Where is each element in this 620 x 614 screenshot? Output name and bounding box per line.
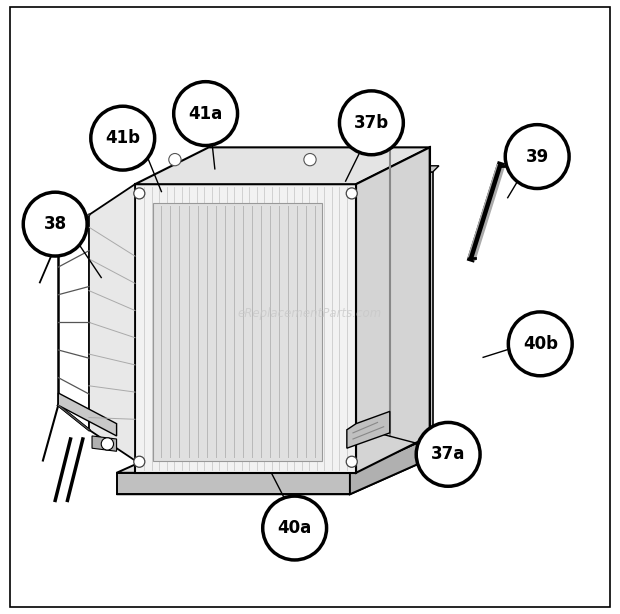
Circle shape — [263, 496, 327, 560]
Circle shape — [174, 82, 237, 146]
Polygon shape — [92, 436, 117, 451]
Polygon shape — [58, 393, 117, 436]
Polygon shape — [135, 147, 430, 184]
Polygon shape — [347, 411, 390, 448]
Circle shape — [91, 106, 154, 170]
Text: 40a: 40a — [278, 519, 312, 537]
Text: 41a: 41a — [188, 104, 223, 123]
Polygon shape — [89, 184, 135, 460]
Polygon shape — [402, 172, 433, 436]
Circle shape — [101, 438, 113, 450]
Circle shape — [508, 312, 572, 376]
Circle shape — [304, 154, 316, 166]
Circle shape — [505, 125, 569, 188]
Circle shape — [169, 154, 181, 166]
Polygon shape — [117, 457, 433, 494]
Circle shape — [24, 192, 87, 256]
Circle shape — [346, 188, 357, 199]
Polygon shape — [135, 184, 356, 473]
Polygon shape — [117, 436, 433, 473]
Text: 37b: 37b — [354, 114, 389, 132]
Text: eReplacementParts.com: eReplacementParts.com — [238, 306, 382, 320]
Polygon shape — [117, 473, 350, 494]
Circle shape — [416, 422, 480, 486]
Polygon shape — [350, 436, 433, 494]
Circle shape — [340, 91, 404, 155]
Text: 41b: 41b — [105, 129, 140, 147]
Text: 38: 38 — [43, 215, 67, 233]
Text: 39: 39 — [526, 147, 549, 166]
Circle shape — [346, 456, 357, 467]
Text: 40b: 40b — [523, 335, 558, 353]
Circle shape — [134, 456, 145, 467]
Polygon shape — [356, 147, 430, 473]
Text: 37a: 37a — [431, 445, 466, 464]
Circle shape — [134, 188, 145, 199]
Polygon shape — [153, 203, 322, 460]
Polygon shape — [402, 166, 439, 172]
